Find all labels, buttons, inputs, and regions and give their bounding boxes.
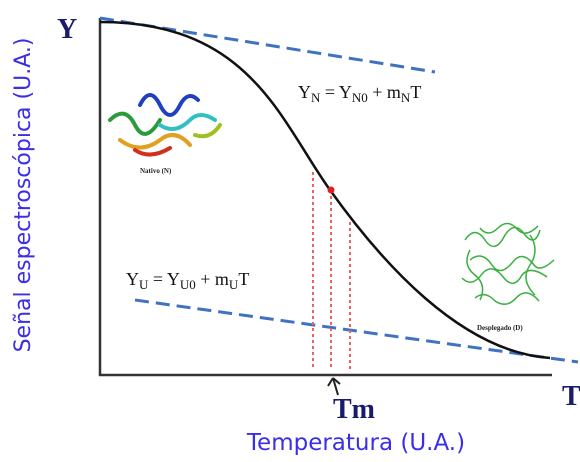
y-axis-label: Señal espectroscópica (U.A.) bbox=[11, 38, 36, 353]
subscript: U0 bbox=[180, 277, 196, 292]
equation-text: Y bbox=[298, 82, 311, 102]
equation-text: Y bbox=[126, 269, 139, 289]
diagram: Y T Tm Temperatura (U.A.) Señal espectro… bbox=[0, 0, 580, 462]
equation-text: T bbox=[238, 269, 249, 289]
equation-text: = Y bbox=[320, 82, 351, 102]
equation-text: T bbox=[410, 82, 421, 102]
native-label: Nativo (N) bbox=[140, 167, 172, 175]
y-symbol: Y bbox=[57, 14, 77, 45]
tm-label: Tm bbox=[333, 394, 375, 425]
x-symbol: T bbox=[562, 381, 580, 412]
subscript: N0 bbox=[352, 90, 368, 105]
midpoint-dot bbox=[328, 187, 335, 194]
unfolded-label: Desplegado (D) bbox=[477, 324, 523, 332]
equation-text: = Y bbox=[148, 269, 179, 289]
x-axis-label: Temperatura (U.A.) bbox=[246, 430, 465, 456]
equation-text: + m bbox=[196, 269, 229, 289]
equation-text: + m bbox=[368, 82, 401, 102]
